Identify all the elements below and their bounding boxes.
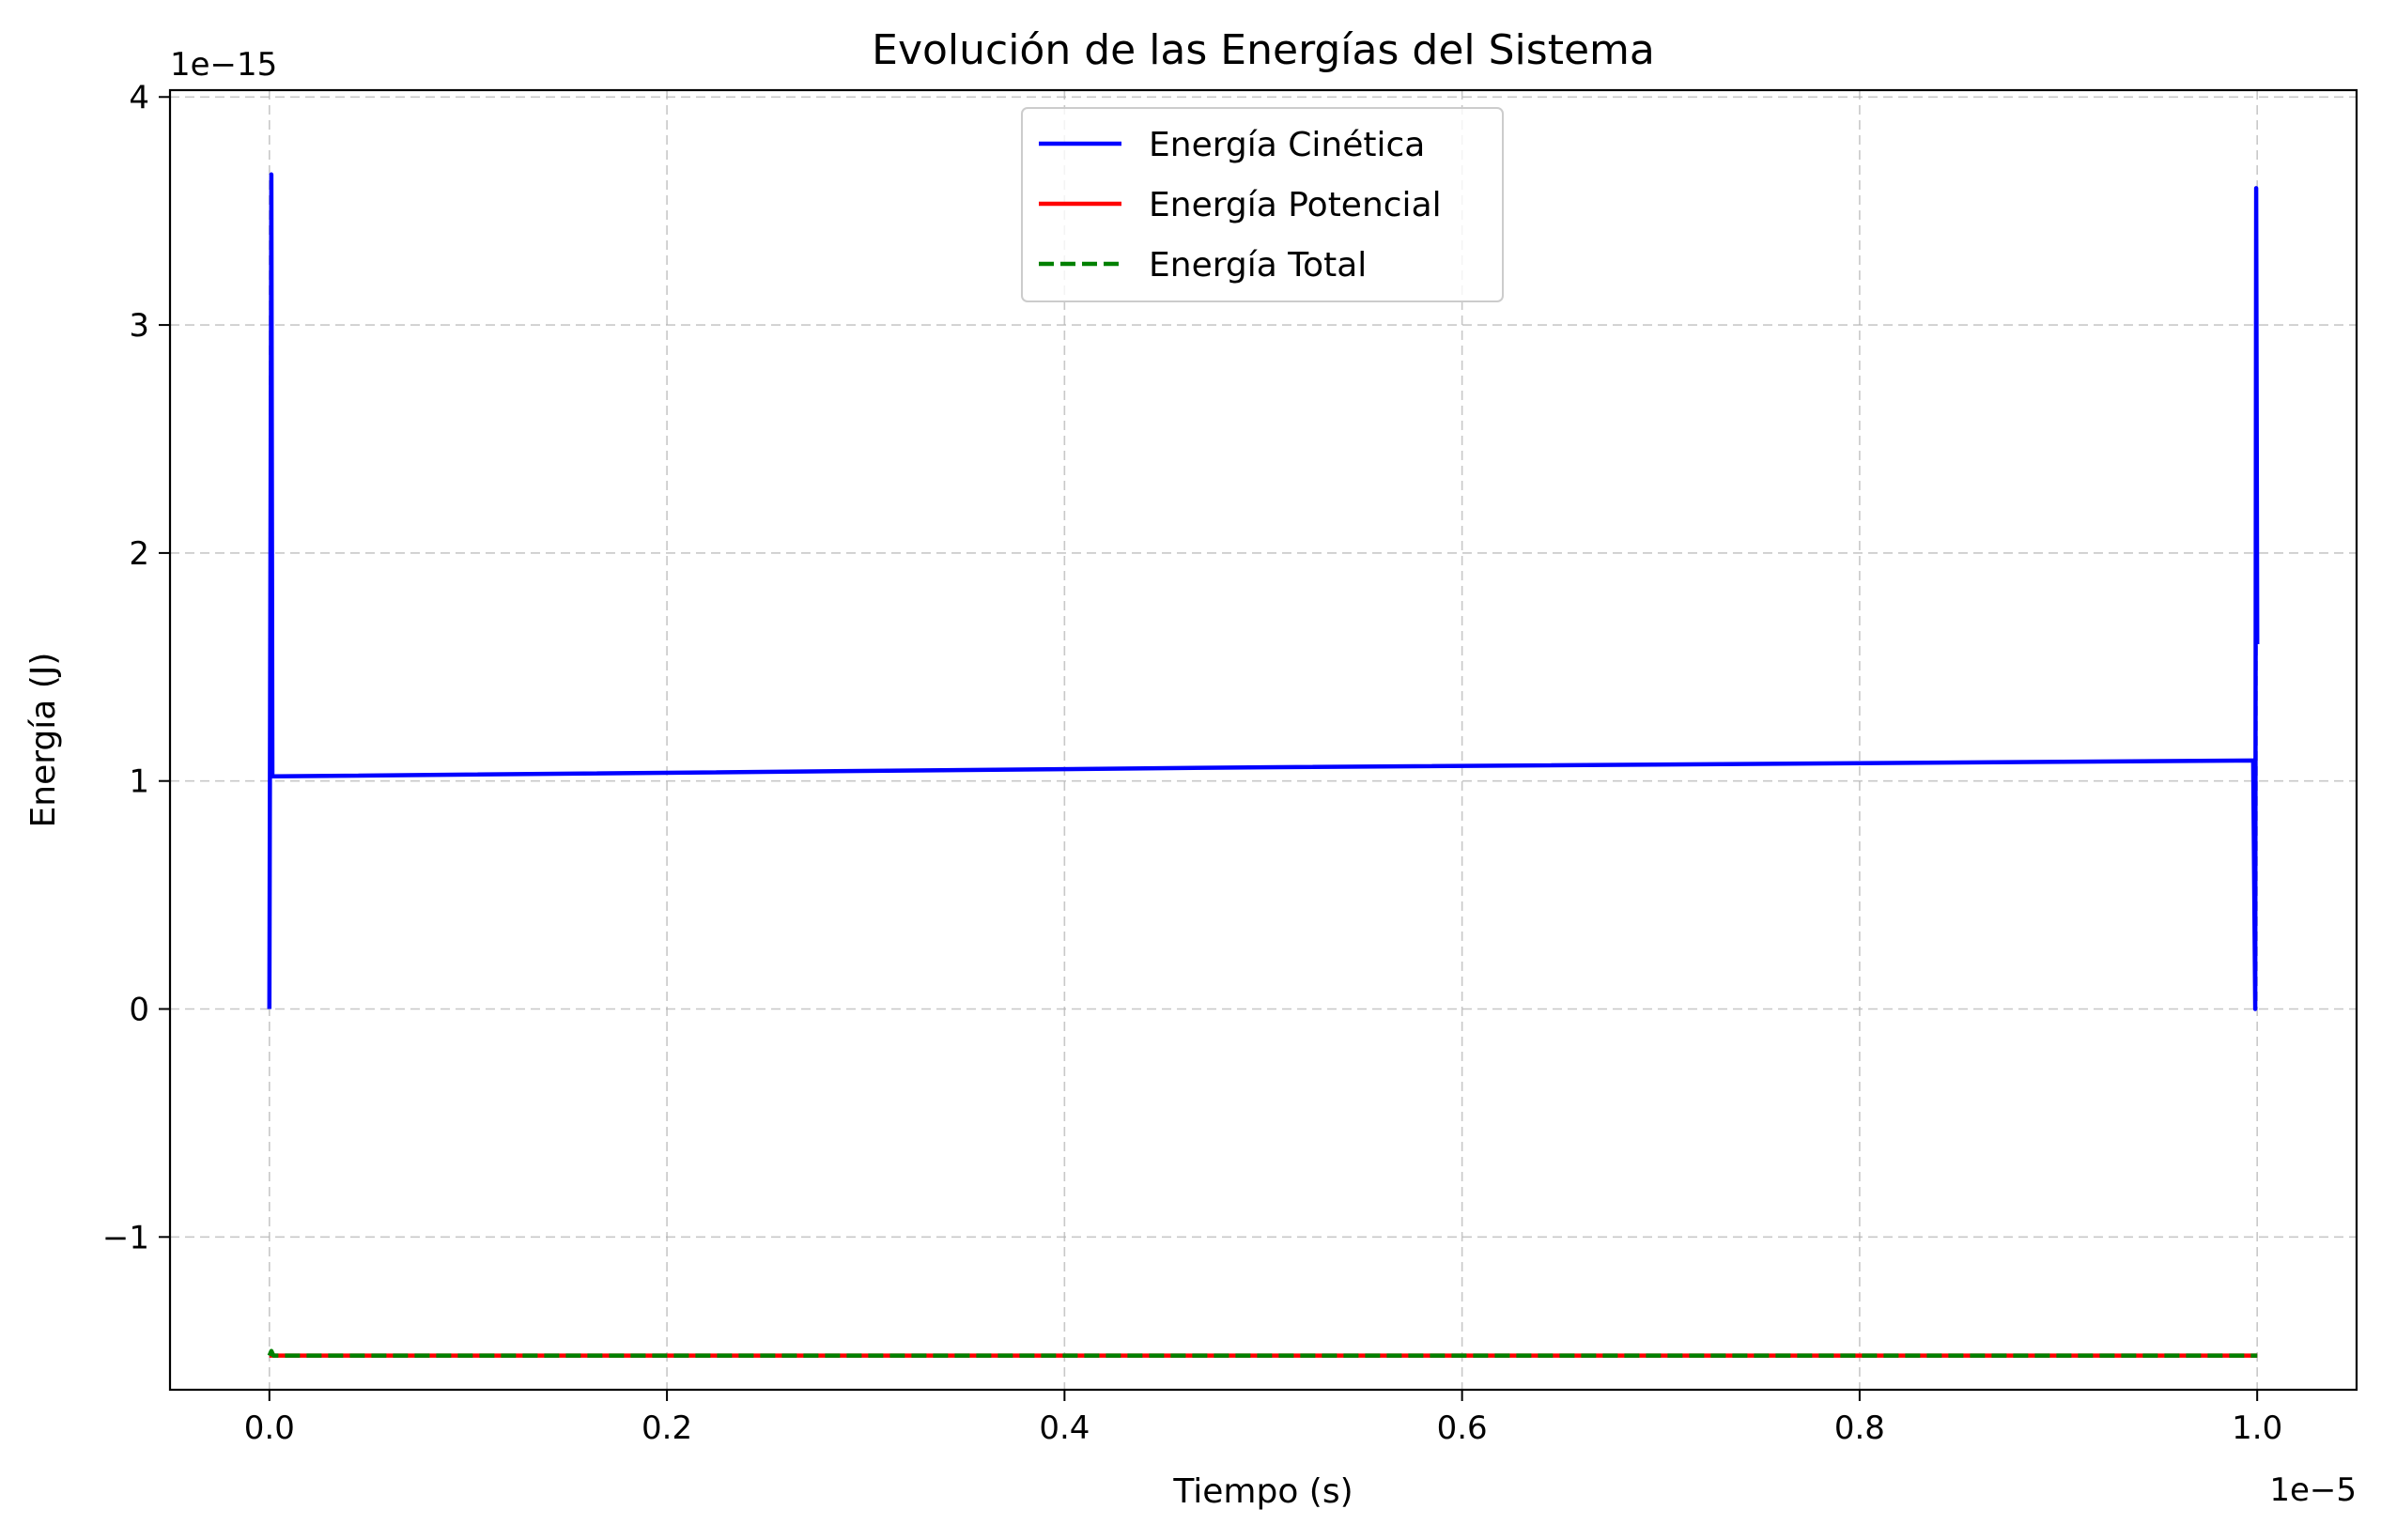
series-line bbox=[267, 172, 2260, 1011]
x-tick-label: 0.0 bbox=[244, 1409, 295, 1447]
legend: Energía Cinética Energía Potencial Energía… bbox=[1021, 107, 1504, 302]
ticks: 0.0 0.2 0.4 0.6 0.8 1.0 −1 0 1 2 3 4 bbox=[102, 79, 2282, 1447]
y-tick-label: 4 bbox=[129, 79, 149, 116]
x-tick-label: 0.6 bbox=[1437, 1409, 1488, 1447]
series-lines bbox=[267, 172, 2260, 1358]
y-tick-label: 2 bbox=[129, 535, 149, 573]
chart-title: Evolución de las Energías del Sistema bbox=[872, 26, 1655, 74]
x-axis-label: Tiempo (s) bbox=[1172, 1472, 1353, 1511]
y-tick-label: 0 bbox=[129, 992, 149, 1029]
x-tick-label: 0.4 bbox=[1039, 1409, 1090, 1447]
grid bbox=[170, 90, 2357, 1390]
legend-label: Energía Cinética bbox=[1149, 126, 1425, 164]
legend-label: Energía Total bbox=[1149, 246, 1367, 285]
x-axis-offset-text: 1e−5 bbox=[2269, 1471, 2357, 1509]
y-axis-label: Energía (J) bbox=[24, 653, 63, 828]
series-line bbox=[267, 1348, 2258, 1358]
y-tick-label: 1 bbox=[129, 763, 149, 801]
plot-frame bbox=[168, 88, 2358, 1392]
legend-label: Energía Potencial bbox=[1149, 186, 1442, 224]
y-tick-label: 3 bbox=[129, 307, 149, 345]
x-tick-label: 0.8 bbox=[1834, 1409, 1885, 1447]
legend-box bbox=[1021, 107, 1504, 302]
y-axis-offset-text: 1e−15 bbox=[170, 46, 277, 84]
x-tick-label: 1.0 bbox=[2232, 1409, 2282, 1447]
y-tick-label: −1 bbox=[102, 1219, 149, 1256]
x-tick-label: 0.2 bbox=[642, 1409, 692, 1447]
